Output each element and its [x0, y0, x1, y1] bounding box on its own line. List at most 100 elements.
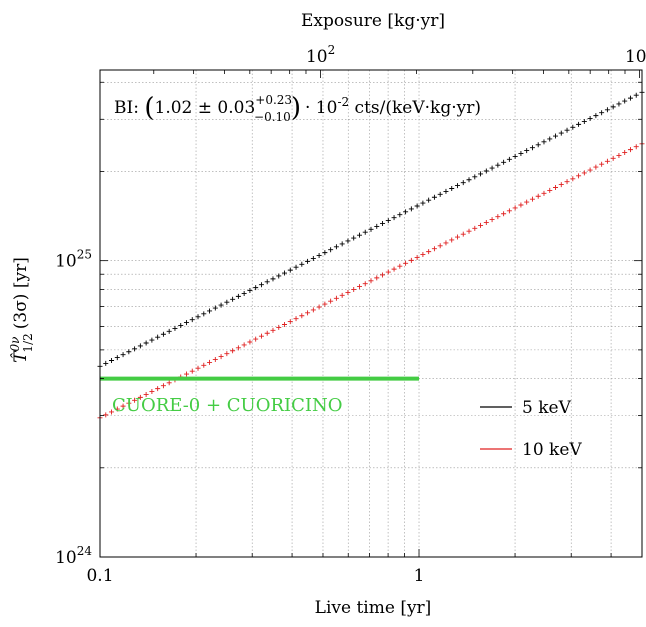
data-point: [627, 95, 633, 101]
data-point: [420, 252, 426, 258]
data-point: [333, 295, 339, 301]
data-point: [408, 257, 414, 263]
data-point: [374, 223, 380, 229]
data-point: [316, 304, 322, 310]
data-point: [270, 276, 276, 282]
data-point: [495, 214, 501, 220]
bi-annotation-sup: +0.23: [255, 93, 292, 107]
data-point: [472, 174, 478, 180]
svg-text:T̂0ν1/2(3σ) [yr]: T̂0ν1/2 (3σ) [yr]: [8, 257, 35, 363]
data-point: [426, 249, 432, 255]
data-point: [305, 310, 311, 316]
data-point: [483, 168, 489, 174]
data-point: [633, 92, 639, 98]
data-point: [581, 170, 587, 176]
data-point: [126, 400, 132, 406]
legend-label-5kev: 5 keV: [522, 398, 572, 418]
data-point: [310, 255, 316, 261]
data-point: [374, 275, 380, 281]
data-point: [466, 228, 472, 234]
data-point: [137, 343, 143, 349]
data-point: [518, 202, 524, 208]
data-point: [189, 317, 195, 323]
data-point: [581, 118, 587, 124]
data-point: [512, 205, 518, 211]
top-axis-label: Exposure [kg·yr]: [301, 11, 445, 31]
y-axis-label-symbol: T̂: [11, 350, 31, 363]
data-point: [547, 136, 553, 142]
data-point: [627, 147, 633, 153]
series-10-kev: [97, 141, 645, 421]
legend-label-10kev: 10 keV: [522, 440, 582, 460]
data-point: [235, 293, 241, 299]
data-point: [553, 133, 559, 139]
x-tick-label: 1: [414, 566, 425, 586]
data-point: [230, 348, 236, 354]
data-point: [160, 331, 166, 337]
data-point: [529, 196, 535, 202]
series-layer: [97, 89, 645, 421]
data-point: [426, 197, 432, 203]
data-point: [483, 219, 489, 225]
legend-entry-5kev: 5 keV: [480, 398, 572, 418]
data-point: [610, 104, 616, 110]
data-point: [322, 250, 328, 256]
data-point: [380, 272, 386, 278]
data-point: [201, 362, 207, 368]
data-point: [472, 225, 478, 231]
bi-annotation-units: cts/(keV·kg·yr): [349, 98, 481, 118]
data-point: [183, 320, 189, 326]
data-point: [587, 116, 593, 122]
y-tick-label: 1024: [55, 544, 92, 568]
data-point: [368, 278, 374, 284]
top-tick-label: 102: [306, 43, 335, 67]
data-point: [316, 253, 322, 259]
data-point: [333, 244, 339, 250]
data-point: [454, 234, 460, 240]
data-point: [570, 176, 576, 182]
data-point: [126, 349, 132, 355]
bi-annotation-sub: −0.10: [254, 110, 291, 124]
data-point: [166, 328, 172, 334]
data-point: [633, 144, 639, 150]
data-point: [299, 261, 305, 267]
data-point: [183, 371, 189, 377]
data-point: [351, 287, 357, 293]
data-point: [622, 150, 628, 156]
bi-annotation-lparen: (: [144, 93, 154, 123]
axes: [99, 69, 643, 558]
data-point: [293, 264, 299, 270]
data-point: [529, 145, 535, 151]
data-point: [593, 164, 599, 170]
data-point: [512, 153, 518, 159]
data-point: [403, 260, 409, 266]
data-point: [414, 203, 420, 209]
data-point: [443, 240, 449, 246]
data-point: [541, 139, 547, 145]
data-point: [293, 316, 299, 322]
data-point: [305, 258, 311, 264]
data-point: [143, 340, 149, 346]
data-point: [449, 237, 455, 243]
data-point: [235, 345, 241, 351]
data-point: [362, 281, 368, 287]
data-point: [576, 173, 582, 179]
data-point: [195, 314, 201, 320]
data-point: [616, 152, 622, 158]
data-point: [218, 354, 224, 360]
data-point: [564, 179, 570, 185]
legend: 5 keV 10 keV: [480, 398, 582, 460]
data-point: [535, 142, 541, 148]
data-point: [264, 330, 270, 336]
data-point: [506, 156, 512, 162]
data-point: [109, 357, 115, 363]
data-point: [189, 368, 195, 374]
bi-annotation-exp: -2: [337, 95, 349, 109]
data-point: [431, 194, 437, 200]
data-point: [466, 177, 472, 183]
data-point: [132, 346, 138, 352]
data-point: [253, 336, 259, 342]
data-point: [264, 279, 270, 285]
